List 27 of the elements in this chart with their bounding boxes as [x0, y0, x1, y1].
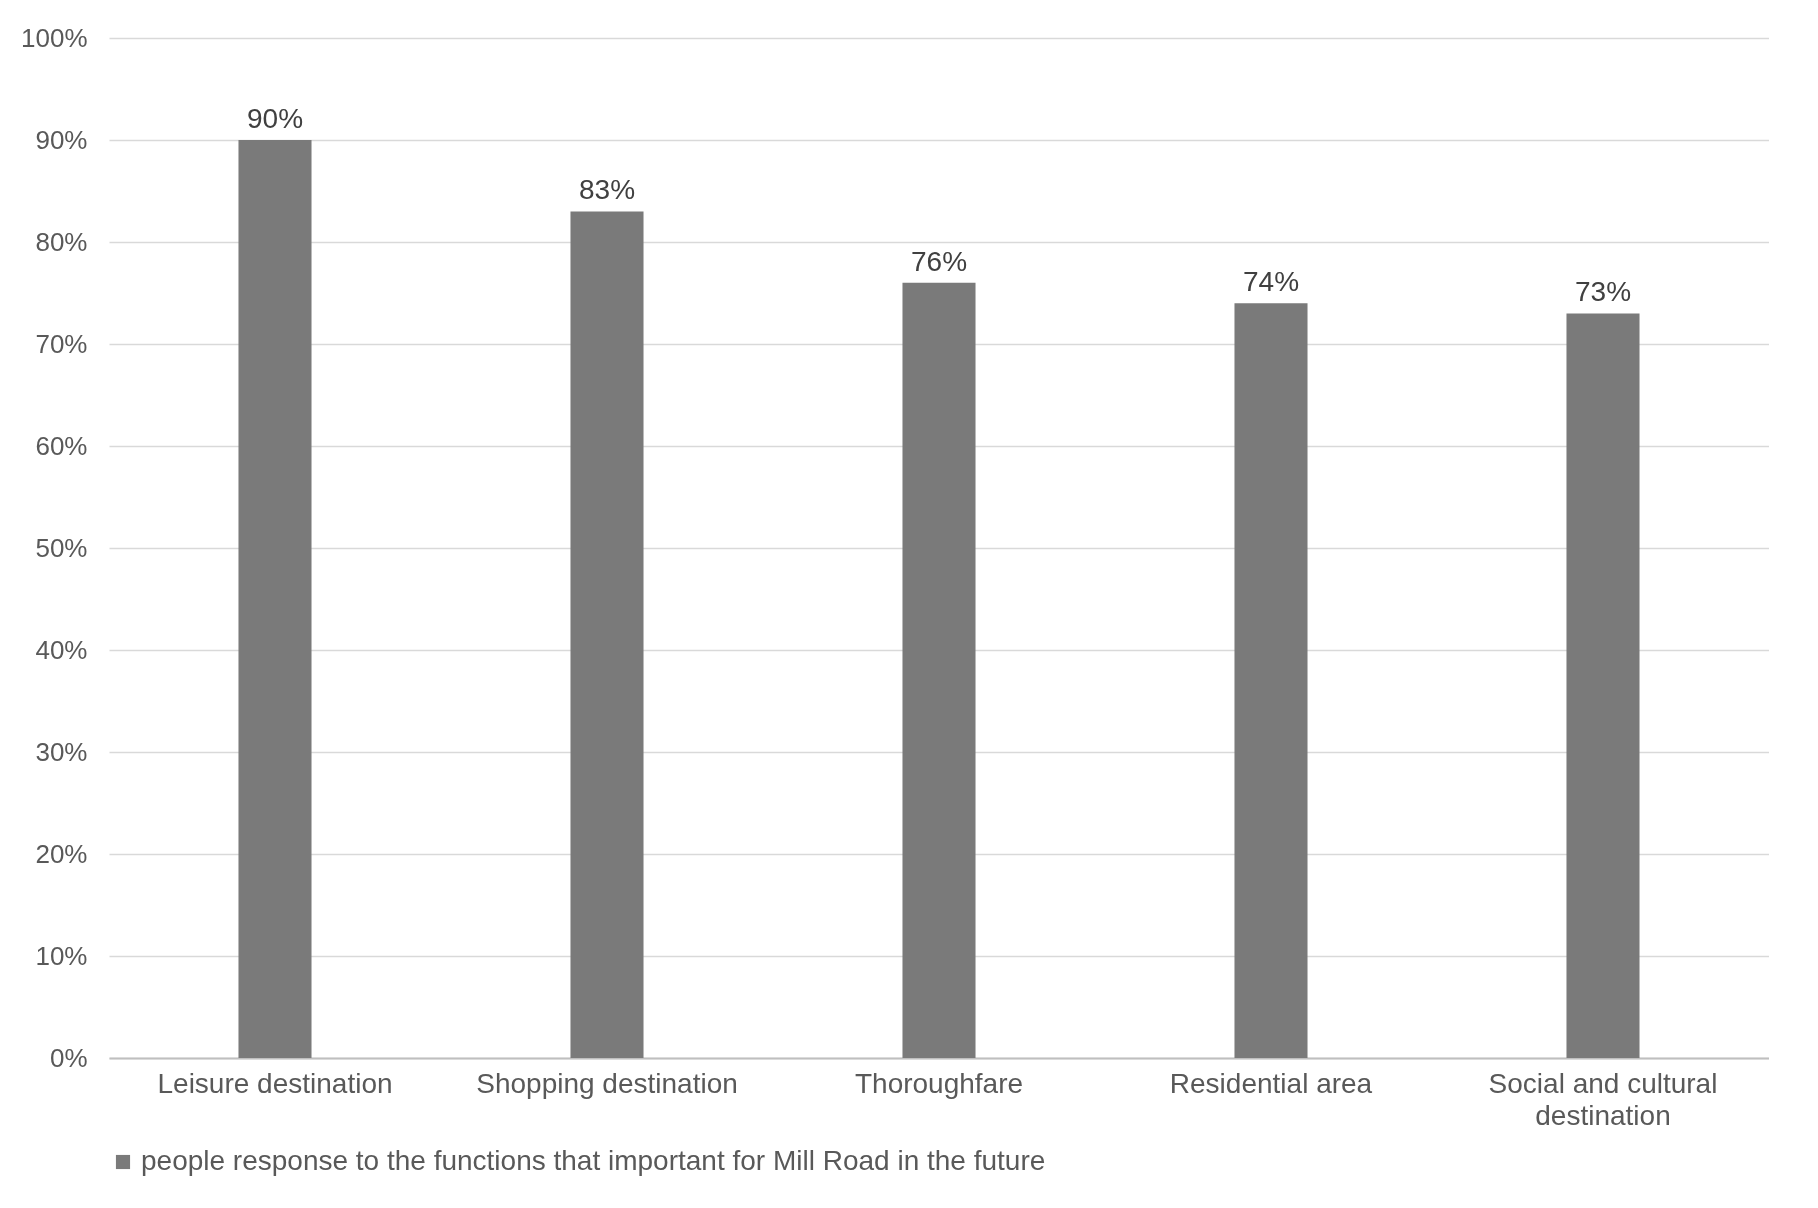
x-tick-label: Leisure destination — [157, 1067, 393, 1099]
data-label: 76% — [910, 245, 968, 277]
bar — [1566, 313, 1640, 1058]
bar — [570, 211, 644, 1058]
bar — [1234, 303, 1308, 1058]
y-tick-label: 60% — [35, 430, 88, 461]
y-tick-label: 70% — [35, 328, 88, 359]
y-tick-label: 30% — [35, 736, 88, 767]
y-tick-label: 40% — [35, 634, 88, 665]
x-tick-label: Residential area — [1169, 1067, 1373, 1099]
data-label: 73% — [1574, 276, 1632, 308]
y-tick-label: 20% — [35, 838, 88, 869]
bar — [238, 140, 312, 1058]
x-tick-label: Social and cultural destination — [1488, 1067, 1718, 1131]
bar — [902, 282, 976, 1058]
y-tick-label: 80% — [35, 226, 88, 257]
y-tick-label: 50% — [35, 532, 88, 563]
y-tick-label: 90% — [35, 124, 88, 155]
y-tick-label: 10% — [35, 940, 88, 971]
data-label: 74% — [1242, 266, 1300, 298]
data-label: 90% — [246, 103, 304, 134]
y-tick-label: 0% — [49, 1042, 88, 1073]
x-tick-label: Thoroughfare — [854, 1067, 1024, 1099]
x-tick-label: Shopping destination — [476, 1067, 738, 1099]
data-label: 83% — [578, 174, 636, 206]
y-tick-label: 100% — [21, 22, 88, 53]
legend-label: people response to the functions that important for Mill Road in the future — [141, 1145, 1046, 1176]
